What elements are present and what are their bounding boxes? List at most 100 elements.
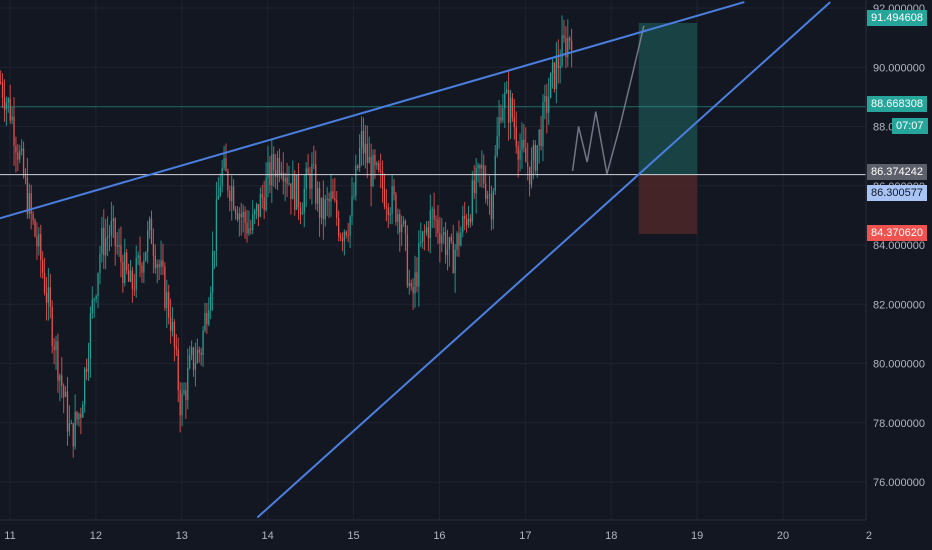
candle-body [171, 321, 174, 331]
countdown-tag: 07:07 [892, 118, 928, 134]
candle-body [313, 164, 315, 166]
candle-body [400, 223, 403, 233]
candle-body [330, 191, 332, 202]
candle-body [395, 194, 397, 222]
entry-price-tag: 86.374242 [867, 164, 927, 180]
candle-body [137, 255, 139, 258]
x-tick-label-6: 17 [519, 530, 531, 542]
candle-body [544, 96, 546, 102]
candle-body [469, 218, 472, 222]
candle-body [397, 214, 399, 222]
candle-body [343, 231, 346, 242]
candle-body [301, 212, 304, 215]
candle-body [190, 347, 193, 356]
candle-body [443, 232, 445, 235]
candle-body [53, 346, 55, 351]
candle-body [236, 212, 239, 220]
y-tick-label-4: 84.000000 [873, 240, 925, 252]
candle-body [26, 177, 29, 214]
stop-zone [638, 174, 698, 235]
candle-body [485, 183, 487, 199]
candle-body [358, 147, 361, 168]
candle-body [324, 199, 326, 220]
candle-body [404, 220, 407, 235]
candle-body [240, 213, 242, 218]
candle-body [441, 234, 443, 244]
x-tick-label-2: 13 [176, 530, 188, 542]
candle-body [150, 218, 153, 244]
x-tick-label-3: 14 [262, 530, 274, 542]
candle-body [500, 117, 502, 121]
candle-body [320, 197, 323, 218]
candle-body [567, 37, 569, 58]
candle-body [349, 216, 351, 236]
candle-body [85, 368, 88, 372]
candle-body [399, 214, 401, 233]
candle-body [84, 368, 86, 405]
candle-body [378, 163, 380, 171]
candle-body [105, 237, 107, 256]
candle-body [439, 233, 441, 244]
candle-body [187, 367, 189, 400]
candle-body [490, 194, 493, 220]
candle-body [307, 168, 309, 174]
candle-body [36, 236, 38, 247]
x-tick-label-5: 16 [433, 530, 445, 542]
candle-body [418, 243, 420, 287]
time-axis-panel[interactable] [0, 520, 932, 550]
candle-body [305, 168, 307, 189]
candle-body [509, 97, 512, 123]
candle-body [504, 92, 506, 109]
candle-body [551, 62, 554, 73]
candle-body [32, 213, 34, 221]
candle-body [122, 262, 124, 284]
candle-body [41, 260, 44, 274]
candle-body [427, 227, 430, 239]
candle-body [152, 243, 155, 256]
candle-body [181, 393, 183, 416]
candle-body [429, 210, 431, 239]
candle-body [59, 375, 61, 381]
candle-body [208, 310, 210, 325]
candle-body [223, 158, 225, 168]
candle-body [135, 257, 137, 290]
candle-body [355, 165, 357, 196]
candle-body [51, 306, 53, 347]
candle-body [488, 194, 491, 196]
candle-body [62, 385, 65, 397]
candle-body [3, 97, 6, 110]
candle-body [515, 127, 517, 147]
candle-body [234, 209, 237, 213]
price-level-lines [0, 106, 866, 176]
x-axis-tick-labels: 11 12 13 14 15 16 17 18 19 20 2 [4, 530, 872, 542]
candle-body [206, 313, 208, 325]
candle-body [326, 198, 328, 200]
candle-body [527, 162, 529, 167]
candle-body [414, 272, 416, 294]
candle-body [528, 166, 531, 185]
candle-body [252, 214, 254, 230]
candle-body [464, 215, 466, 219]
candle-body [519, 150, 521, 160]
candle-body [47, 287, 50, 303]
candle-body [162, 260, 164, 267]
current-price-tag: 88.668308 [867, 96, 927, 112]
candle-body [91, 299, 93, 314]
price-axis-panel[interactable] [866, 0, 932, 550]
candle-body [131, 270, 134, 290]
trendlines[interactable] [0, 1, 831, 519]
candle-body [364, 143, 367, 154]
candle-body [383, 188, 386, 207]
candle-body [431, 209, 433, 211]
trendline-lower[interactable] [256, 1, 831, 519]
candle-body [336, 200, 338, 219]
candle-body [303, 188, 305, 213]
candle-body [179, 390, 181, 416]
candle-body [410, 283, 412, 287]
candle-body [422, 231, 424, 242]
candle-body [506, 89, 508, 93]
trendline-upper[interactable] [0, 1, 745, 220]
candle-body [286, 177, 288, 184]
candle-body [127, 270, 130, 282]
